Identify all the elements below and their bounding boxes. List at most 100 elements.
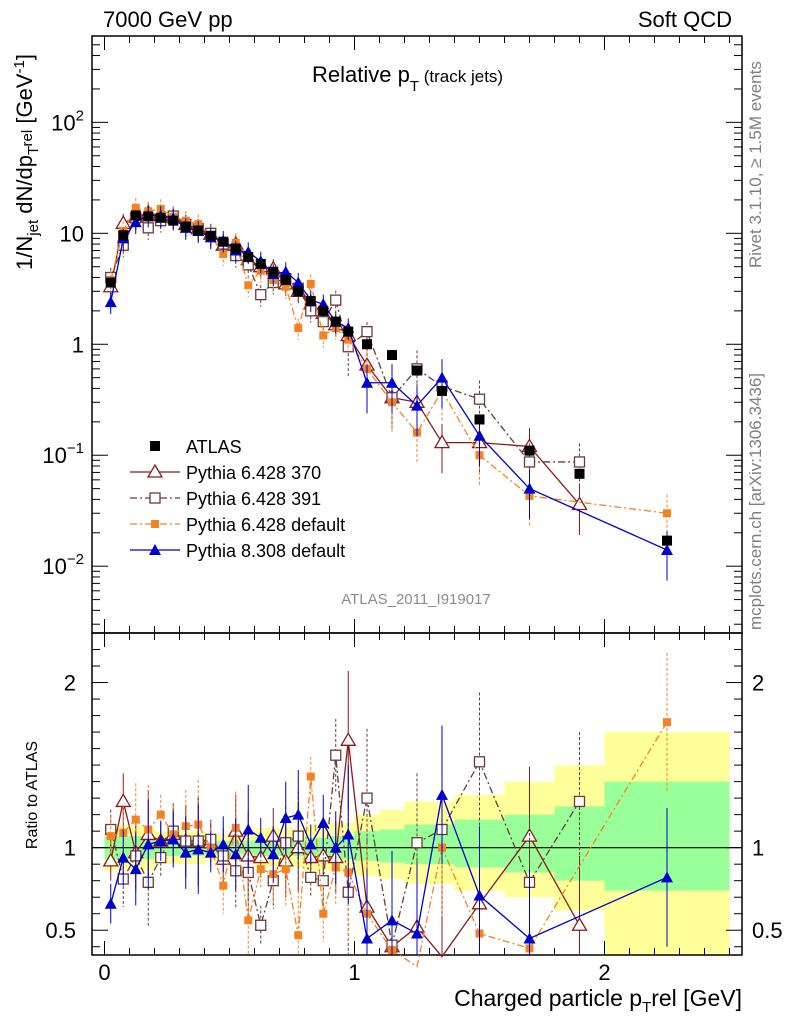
ratio-point-pythia-6-428-391 (411, 837, 423, 849)
ratio-point-pythia-8-308-default-mark (317, 816, 330, 828)
ratio-point-pythia-8-308-default-mark (179, 846, 192, 858)
data-point-pythia-6-428-391 (361, 325, 373, 338)
ratio-point-pythia-6-428-370 (340, 732, 357, 746)
ratio-point-pythia-8-308-default-mark (661, 871, 673, 883)
data-point-atlas (180, 221, 191, 232)
data-point-atlas-mark (143, 211, 154, 222)
ratio-point-pythia-6-428-default (131, 815, 140, 824)
legend-label-atlas: ATLAS (186, 437, 242, 457)
data-point-pythia-6-428-default-mark (281, 282, 290, 291)
ratio-point-pythia-6-428-370-mark (571, 916, 588, 931)
ratio-point-pythia-6-428-default (244, 916, 253, 925)
data-point-pythia-6-428-391 (330, 294, 342, 306)
ratio-point-pythia-8-308-default-mark (304, 838, 317, 850)
data-point-pythia-6-428-default (294, 324, 303, 333)
legend-label-pythia-6-428-default: Pythia 6.428 default (186, 515, 345, 535)
legend-marker-pythia-6-428-391 (149, 492, 161, 504)
data-point-atlas-mark (168, 215, 179, 226)
ratio-point-pythia-8-308-default-mark (192, 843, 205, 855)
data-point-atlas (218, 236, 229, 247)
data-point-pythia-6-428-default (306, 279, 315, 288)
data-point-atlas (268, 266, 279, 277)
data-point-pythia-8-308-default-mark (386, 376, 398, 388)
data-point-pythia-6-428-391 (255, 289, 267, 301)
x-tick-label: 0 (98, 960, 110, 985)
legend-marker-pythia-8-308-default-mark (149, 544, 161, 555)
ratio-point-pythia-8-308-default (229, 848, 242, 860)
data-point-atlas-mark (330, 316, 341, 327)
data-point-atlas-mark (318, 305, 329, 316)
ratio-point-pythia-8-308-default-mark (267, 848, 280, 860)
ratio-point-pythia-8-308-default-mark (411, 927, 423, 939)
data-point-pythia-6-428-default-mark (219, 250, 228, 259)
data-point-pythia-8-308-default (436, 371, 448, 383)
ratio-point-pythia-6-428-default-mark (156, 810, 165, 819)
ratio-point-pythia-6-428-default (306, 772, 315, 781)
ratio-point-pythia-6-428-391 (573, 795, 586, 808)
legend-marker-pythia-8-308-default (149, 544, 161, 555)
data-point-pythia-6-428-default-mark (244, 281, 253, 290)
ratio-point-pythia-6-428-default-mark (106, 832, 115, 841)
y-tick-label: 102 (51, 107, 84, 135)
ratio-point-pythia-6-428-default (663, 718, 671, 727)
ratio-point-pythia-6-428-default-mark (131, 815, 140, 824)
data-point-atlas-mark (305, 296, 316, 307)
ratio-point-pythia-8-308-default (342, 828, 355, 840)
data-point-atlas (205, 230, 216, 241)
data-point-pythia-6-428-default-mark (306, 279, 315, 288)
ratio-point-pythia-6-428-default-mark (294, 931, 303, 940)
data-point-pythia-8-308-default (104, 296, 117, 308)
ratio-point-pythia-8-308-default-mark (279, 811, 292, 823)
data-point-atlas (193, 225, 204, 236)
data-point-atlas-mark (343, 326, 354, 337)
data-point-pythia-6-428-370 (571, 496, 588, 511)
data-point-pythia-6-428-default-mark (663, 509, 671, 518)
ratio-point-pythia-6-428-391-mark (473, 756, 486, 768)
data-point-pythia-8-308-default (129, 216, 142, 228)
ratio-point-pythia-8-308-default (217, 838, 230, 850)
ratio-point-pythia-6-428-default-mark (663, 718, 671, 727)
data-point-pythia-6-428-391-mark (361, 325, 373, 338)
ratio-point-pythia-8-308-default-mark (154, 835, 167, 847)
legend-marker-pythia-6-428-default (151, 520, 159, 528)
source-note: mcplots.cern.ch [arXiv:1306.3436] (746, 372, 765, 630)
data-point-atlas (474, 414, 485, 425)
data-point-pythia-6-428-default (244, 281, 253, 290)
ratio-point-pythia-8-308-default (267, 848, 280, 860)
ratio-point-pythia-6-428-default (219, 881, 228, 890)
data-point-pythia-6-428-default (663, 509, 671, 518)
ratio-point-pythia-6-428-391-mark (330, 749, 342, 761)
data-point-pythia-6-428-391-mark (573, 456, 586, 468)
data-point-atlas-mark (243, 252, 254, 263)
ratio-point-pythia-6-428-391 (305, 871, 317, 884)
ratio-point-pythia-6-428-391 (361, 792, 373, 804)
data-point-pythia-8-308-default-mark (661, 543, 673, 555)
ratio-point-pythia-8-308-default (304, 838, 317, 850)
ratio-point-pythia-6-428-default (106, 832, 115, 841)
ratio-point-pythia-6-428-370-mark (115, 793, 132, 808)
ratio-y-tick-label-right: 0.5 (752, 918, 783, 943)
data-point-pythia-8-308-default-mark (473, 429, 486, 441)
data-point-atlas-mark (205, 230, 216, 241)
series-line-pythia-6-428-391 (110, 215, 580, 463)
ratio-point-pythia-8-308-default (142, 838, 155, 850)
ratio-point-pythia-8-308-default-mark (361, 932, 373, 944)
ratio-point-pythia-6-428-391 (330, 749, 342, 761)
data-point-atlas-mark (524, 445, 535, 456)
ratio-point-pythia-8-308-default (117, 851, 130, 863)
ratio-point-pythia-8-308-default (179, 846, 192, 858)
x-axis-label: Charged particle pTrel [GeV] (454, 985, 742, 1016)
data-point-pythia-8-308-default-mark (279, 265, 292, 277)
ratio-point-pythia-8-308-default (242, 823, 255, 835)
ratio-point-pythia-6-428-370 (571, 916, 588, 931)
chart-title: Relative pT (track jets) (312, 62, 503, 95)
data-point-atlas-mark (280, 274, 291, 285)
data-point-atlas-mark (118, 230, 129, 241)
series-line-pythia-6-428-default (110, 206, 668, 514)
data-point-atlas (343, 326, 354, 337)
ratio-y-tick-label: 1 (64, 836, 76, 861)
data-point-pythia-6-428-default (219, 250, 228, 259)
data-point-pythia-6-428-370-mark (433, 434, 451, 449)
ratio-point-pythia-8-308-default-mark (292, 808, 305, 820)
data-point-atlas-mark (387, 350, 397, 361)
